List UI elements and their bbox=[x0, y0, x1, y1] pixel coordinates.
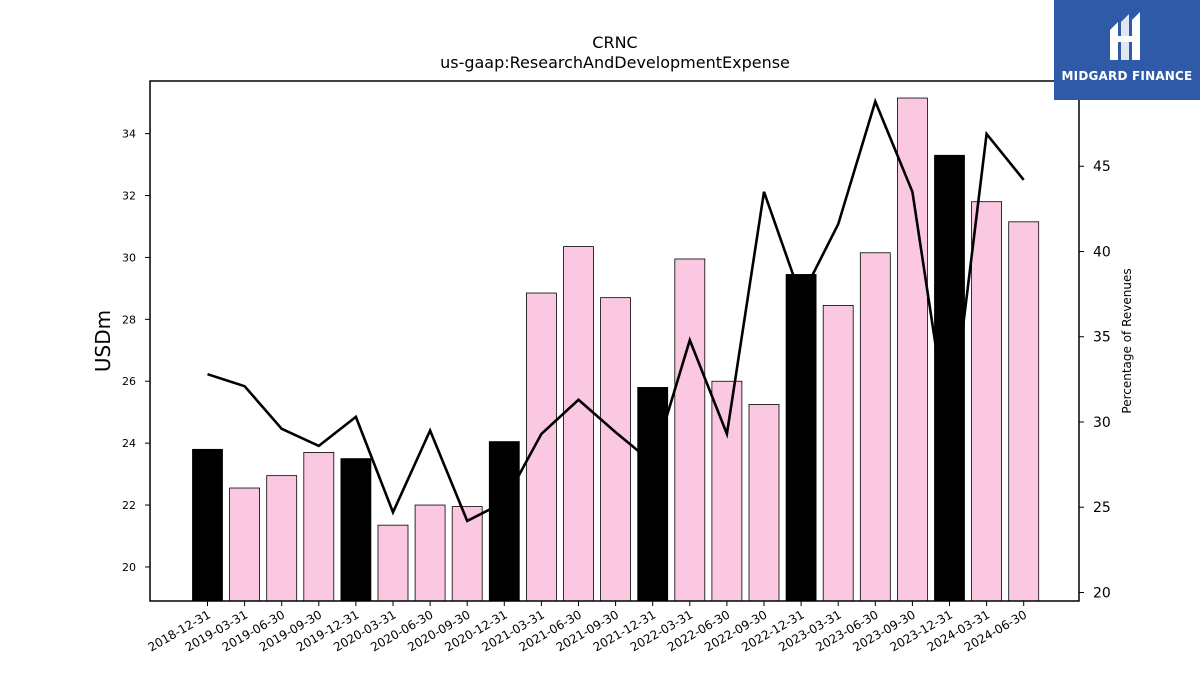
y-tick-label: 28 bbox=[122, 313, 136, 326]
y-tick-label: 24 bbox=[122, 437, 136, 450]
chart-title: CRNC bbox=[592, 33, 637, 52]
y2-tick-label: 30 bbox=[1093, 415, 1111, 431]
bar-2019-06-30 bbox=[266, 475, 298, 602]
bar-2021-03-31 bbox=[526, 292, 557, 602]
bar-2022-06-30 bbox=[711, 380, 743, 602]
bar-2022-12-31 bbox=[785, 274, 817, 602]
bar-2020-03-31 bbox=[377, 524, 409, 602]
bar-2021-06-30 bbox=[563, 246, 594, 602]
y2-tick-label: 25 bbox=[1093, 500, 1111, 516]
x-axis: 2018-12-312019-03-312019-06-302019-09-30… bbox=[146, 601, 1029, 654]
y2-tick-label: 40 bbox=[1093, 244, 1111, 260]
bar-2023-03-31 bbox=[822, 305, 854, 602]
y-tick-label: 32 bbox=[122, 190, 136, 203]
y-tick-label: 26 bbox=[122, 375, 136, 388]
bar-2023-09-30 bbox=[897, 97, 928, 602]
bar-2024-06-30 bbox=[1008, 221, 1040, 602]
bar-2023-06-30 bbox=[859, 252, 891, 602]
bar-2019-03-31 bbox=[229, 487, 261, 602]
y-axis-right: 20 25 30 35 40 45 bbox=[1079, 159, 1111, 601]
bar-series bbox=[192, 97, 1040, 602]
midgard-logo-icon bbox=[1110, 12, 1140, 60]
y2-axis-label: Percentage of Revenues bbox=[1120, 268, 1134, 413]
percentage-of-revenues-line bbox=[207, 97, 1025, 523]
bar-2019-09-30 bbox=[303, 452, 335, 602]
y-axis-left: 20 22 24 26 28 30 32 34 bbox=[122, 128, 150, 574]
bar-2024-03-31 bbox=[971, 201, 1002, 602]
bar-2020-12-31 bbox=[488, 441, 520, 602]
y-tick-label: 22 bbox=[122, 499, 136, 512]
bar-2021-12-31 bbox=[637, 387, 669, 602]
bar-2021-09-30 bbox=[600, 297, 631, 602]
bar-2022-09-30 bbox=[748, 404, 780, 602]
brand-name: MIDGARD FINANCE bbox=[1061, 69, 1193, 83]
y-tick-label: 30 bbox=[122, 251, 136, 264]
bar-2018-12-31 bbox=[192, 448, 223, 602]
y2-tick-label: 45 bbox=[1093, 159, 1111, 175]
chart-subtitle: us-gaap:ResearchAndDevelopmentExpense bbox=[440, 53, 790, 72]
plot-frame bbox=[149, 80, 1080, 602]
y2-tick-label: 20 bbox=[1093, 585, 1111, 601]
y-tick-label: 20 bbox=[122, 561, 136, 574]
bar-2020-06-30 bbox=[414, 504, 446, 602]
bar-2023-12-31 bbox=[934, 154, 965, 602]
y-axis-label: USDm bbox=[91, 310, 115, 372]
bar-2022-03-31 bbox=[674, 258, 706, 602]
y2-tick-label: 35 bbox=[1093, 330, 1111, 346]
y-tick-label: 34 bbox=[122, 128, 136, 141]
midgard-finance-logo: MIDGARD FINANCE bbox=[1054, 0, 1200, 100]
bar-2019-12-31 bbox=[340, 458, 372, 602]
